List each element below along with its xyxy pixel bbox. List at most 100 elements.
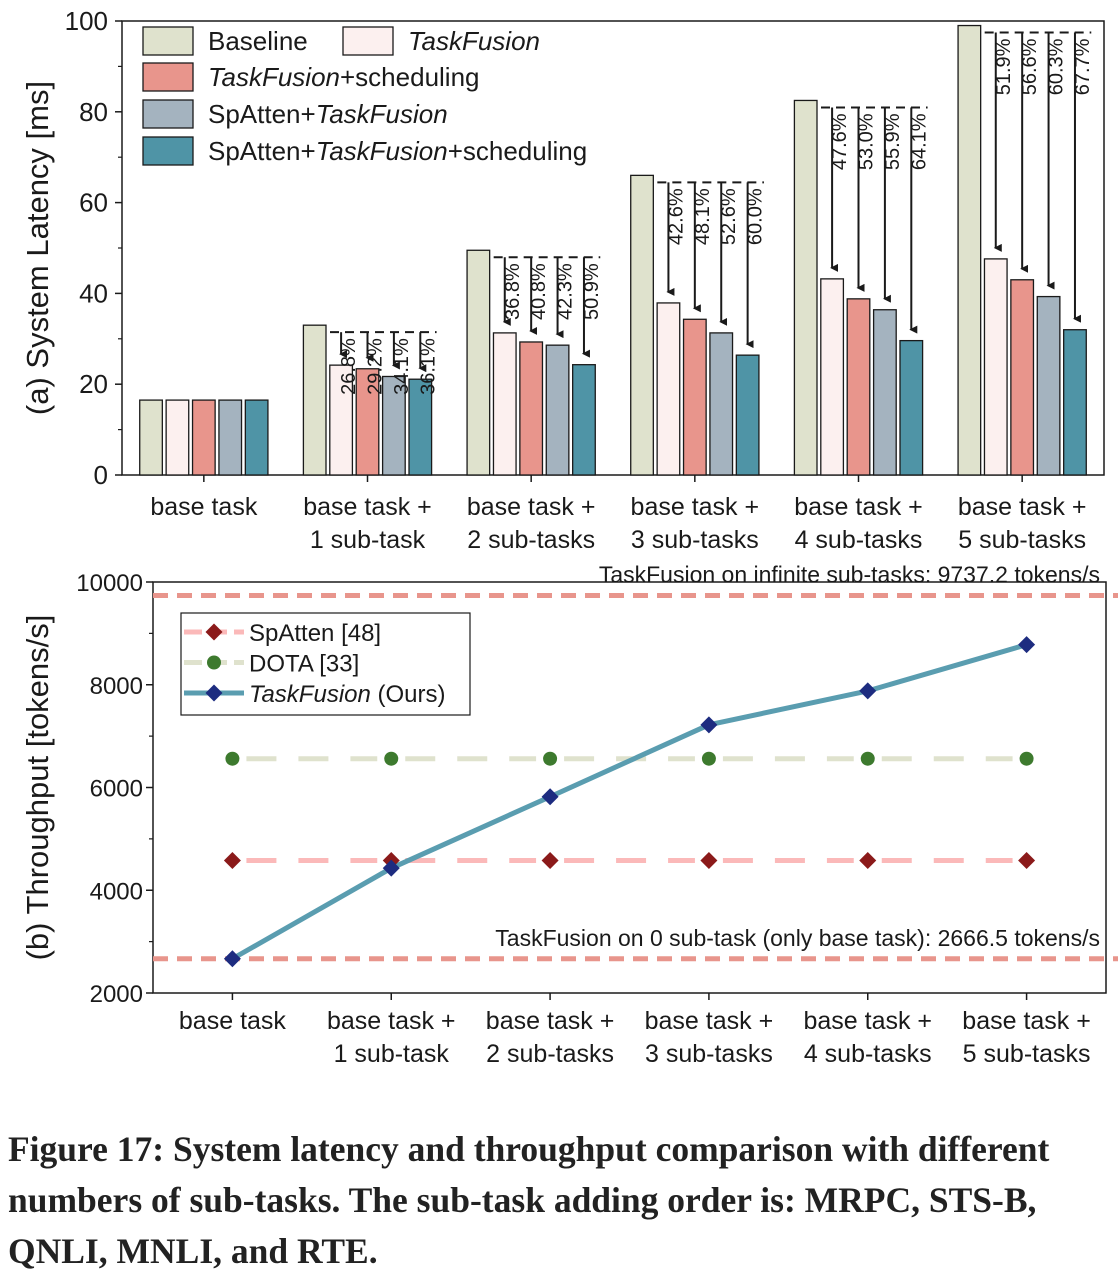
y-tick-label: 0 (94, 460, 108, 490)
reduction-label: 55.9% (882, 113, 904, 170)
x-tick-label: 5 sub-tasks (963, 1040, 1091, 1068)
x-tick-label: base task + (794, 493, 923, 521)
data-point (701, 751, 716, 766)
x-tick-label: 4 sub-tasks (804, 1040, 932, 1068)
bar (492, 332, 517, 476)
data-point (1018, 636, 1036, 654)
data-point (860, 751, 875, 766)
x-tick-label: base task + (467, 493, 596, 521)
throughput-chart: 2000 4000 6000 8000 10000 (b) Throughput [tok… (20, 562, 1118, 1068)
legend-box (180, 612, 471, 716)
data-point (541, 851, 559, 869)
bar (381, 375, 406, 476)
legend: SpAtten [48] DOTA [33] TaskFusion (Ours) (180, 612, 471, 716)
bar (408, 378, 433, 476)
x-tick-label: base task + (486, 1007, 615, 1035)
data-point (700, 851, 718, 869)
reduction-label: 60.0% (745, 188, 767, 245)
series-line (231, 642, 1028, 961)
reference-line-label: TaskFusion on infinite sub-tasks: 9737.2… (599, 562, 1100, 588)
bar (329, 364, 354, 476)
reduction-label: 34.1% (391, 338, 413, 395)
data-point (223, 950, 241, 968)
reduction-label: 67.7% (1072, 38, 1094, 95)
legend-marker (205, 684, 223, 702)
bar (656, 302, 681, 476)
y-tick-label: 2000 (90, 981, 143, 1008)
bar (545, 344, 570, 476)
bar (1036, 295, 1061, 476)
data-point (382, 859, 400, 877)
y-tick-label: 60 (79, 188, 108, 218)
reduction-label: 40.8% (528, 263, 550, 320)
bar (872, 309, 897, 476)
legend-label: TaskFusion (408, 26, 540, 56)
x-tick-label: 1 sub-task (334, 1040, 450, 1068)
x-tick-label: 4 sub-tasks (795, 526, 923, 554)
y-axis-title: (b) Throughput [tokens/s] (20, 615, 55, 961)
x-tick-label: 5 sub-tasks (958, 526, 1086, 554)
data-point (859, 682, 877, 700)
figure: 0 20 40 60 80 100 (a) System Latency [ms] base … (20, 6, 1118, 1068)
legend-swatch (342, 26, 394, 56)
legend-label: SpAtten [48] (249, 620, 381, 647)
legend-label: Baseline (208, 26, 308, 56)
legend: Baseline TaskFusion TaskFusion+scheduling S… (142, 26, 587, 166)
data-point (223, 851, 241, 869)
bar (1063, 329, 1087, 476)
x-tick-label: base task + (327, 1007, 456, 1035)
bar (139, 399, 163, 476)
x-tick-label: base task (179, 1007, 287, 1035)
reduction-label: 42.3% (555, 263, 577, 320)
bar (793, 99, 818, 476)
x-tick-label: base task + (303, 493, 432, 521)
x-tick-label: 3 sub-tasks (645, 1040, 773, 1068)
reduction-label: 29.2% (365, 338, 387, 395)
legend-swatch (142, 136, 194, 166)
bar (820, 278, 845, 476)
bar (682, 318, 707, 476)
reduction-label: 36.1% (417, 338, 439, 395)
y-axis-title: (a) System Latency [ms] (20, 81, 55, 415)
reduction-label: 52.6% (718, 188, 740, 245)
y-tick-label: 100 (65, 6, 108, 36)
legend-swatch (142, 26, 194, 56)
bar (899, 339, 924, 476)
reduction-label: 50.9% (581, 263, 603, 320)
bar (957, 24, 982, 476)
latency-chart: 0 20 40 60 80 100 (a) System Latency [ms] base … (20, 6, 1105, 554)
reduction-label: 51.9% (993, 38, 1015, 95)
reduction-label: 42.6% (665, 188, 687, 245)
bar (735, 354, 760, 476)
data-point (1018, 851, 1036, 869)
data-point (384, 751, 399, 766)
legend-label: TaskFusion+scheduling (208, 62, 480, 92)
bar (218, 399, 243, 476)
legend-label: SpAtten+TaskFusion (208, 99, 448, 129)
legend-label: TaskFusion (Ours) (249, 681, 446, 708)
y-tick-label: 8000 (90, 673, 143, 700)
x-tick-label: 3 sub-tasks (631, 526, 759, 554)
data-point (700, 716, 718, 734)
x-tick-label: base task + (962, 1007, 1091, 1035)
bar (983, 258, 1008, 476)
bar (572, 364, 596, 476)
x-tick-label: 2 sub-tasks (467, 526, 595, 554)
bar (355, 368, 380, 476)
y-tick-label: 6000 (90, 776, 143, 803)
reduction-label: 36.8% (502, 263, 524, 320)
y-tick-label: 4000 (90, 878, 143, 905)
legend-label: DOTA [33] (249, 651, 359, 678)
x-tick-label: 2 sub-tasks (486, 1040, 614, 1068)
reference-line-label: TaskFusion on 0 sub-task (only base task… (495, 925, 1100, 951)
x-tick-label: base task + (631, 493, 760, 521)
legend-label: SpAtten+TaskFusion+scheduling (208, 136, 587, 166)
data-point (541, 788, 559, 806)
bar (709, 332, 734, 476)
x-tick-label: base task (150, 493, 258, 521)
y-tick-label: 80 (79, 97, 108, 127)
data-point (859, 851, 877, 869)
x-tick-label: base task + (803, 1007, 932, 1035)
bar (519, 341, 544, 476)
figure-caption: Figure 17: System latency and throughput… (8, 1129, 1050, 1271)
